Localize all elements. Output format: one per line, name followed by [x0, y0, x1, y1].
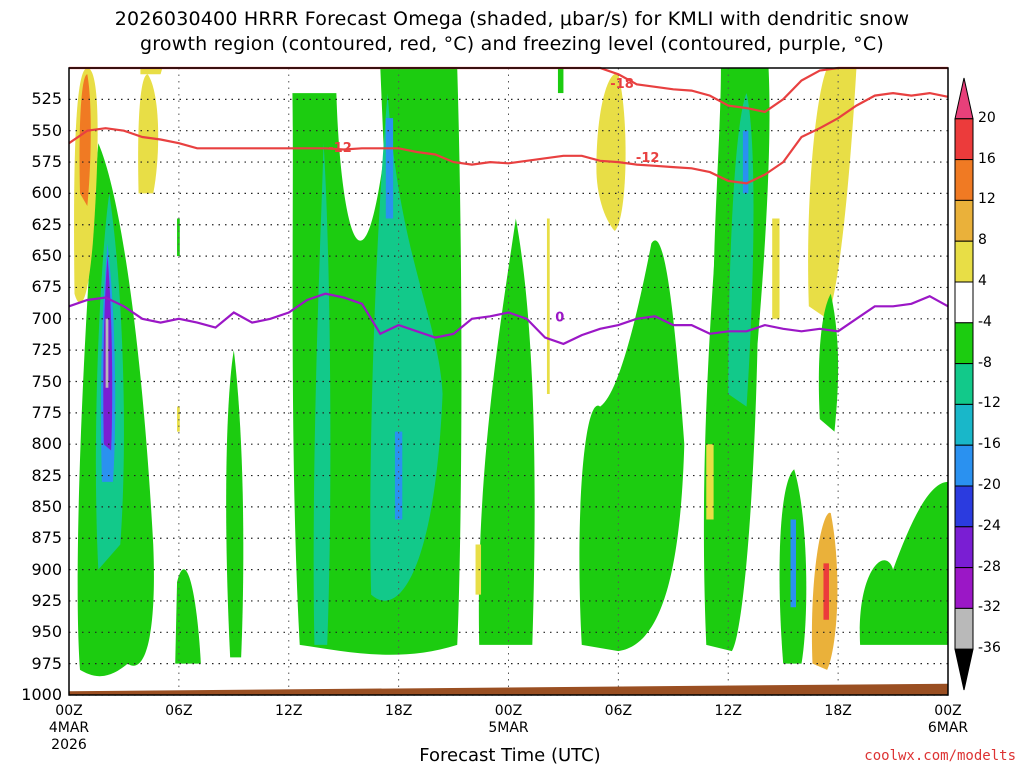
x-tick-date: 4MAR — [48, 720, 90, 736]
y-tick-label: 825 — [31, 465, 62, 485]
colorbar-swatch — [954, 363, 974, 405]
colorbar-label: -32 — [978, 599, 1001, 616]
x-axis-title: Forecast Time (UTC) — [419, 745, 601, 766]
y-tick-label: 925 — [31, 590, 62, 610]
y-tick-label: 625 — [31, 214, 62, 234]
colorbar-label: -8 — [978, 354, 992, 371]
omega-shade-teal-2 — [313, 143, 331, 645]
x-tick-label: 00Z — [494, 703, 523, 719]
colorbar-label: 16 — [978, 150, 996, 167]
colorbar-label: 4 — [978, 273, 987, 289]
colorbar-label: -24 — [978, 517, 1001, 534]
omega-shade-orange-1 — [79, 74, 91, 206]
omega-shade-green-7 — [557, 68, 564, 94]
omega-shade-yellow-3 — [140, 68, 163, 75]
omega-shade-yellow-8 — [706, 444, 714, 520]
colorbar-swatch — [954, 199, 974, 242]
x-tick-label: 18Z — [384, 703, 413, 719]
colorbar-label: 8 — [978, 232, 987, 249]
colorbar-label: -12 — [978, 395, 1001, 412]
omega-shade-blue-3 — [394, 431, 403, 520]
y-tick-label: 1000 — [21, 685, 62, 704]
y-tick-label: 575 — [31, 152, 62, 172]
x-tick-date: 6MAR — [927, 720, 969, 736]
y-tick-label: 875 — [31, 528, 62, 548]
omega-shade-blue-5 — [790, 519, 797, 608]
y-tick-label: 775 — [31, 402, 62, 422]
contour-dendritic--12 — [68, 91, 949, 185]
colorbar-swatch — [954, 607, 974, 650]
y-tick-label: 675 — [31, 277, 62, 297]
omega-shade-yellow-5 — [475, 544, 482, 595]
y-tick-label: 600 — [31, 183, 62, 203]
omega-shade-blue-2 — [385, 118, 394, 219]
chart-title-line1: 2026030400 HRRR Forecast Omega (shaded, … — [114, 8, 910, 30]
colorbar-label: -36 — [978, 640, 1001, 657]
x-tick-label: 06Z — [604, 703, 633, 719]
colorbar-swatch — [954, 567, 974, 609]
colorbar-swatch — [954, 159, 974, 201]
colorbar-swatch — [954, 118, 974, 161]
colorbar-swatch — [954, 485, 974, 528]
omega-shade-yellow-2 — [138, 74, 159, 194]
colorbar-swatch — [954, 281, 974, 324]
y-tick-label: 550 — [31, 120, 62, 140]
y-tick-label: 650 — [31, 246, 62, 266]
x-tick-date: 5MAR — [488, 720, 529, 736]
contour-label: -12 — [636, 151, 660, 166]
omega-shade-green-4 — [226, 350, 244, 658]
contour-freezing-level — [68, 292, 949, 346]
colorbar-label: -28 — [978, 558, 1001, 575]
x-tick-label: 18Z — [824, 703, 852, 719]
omega-shade-green-11 — [818, 293, 839, 432]
x-tick-label: 06Z — [165, 703, 193, 719]
ground-surface — [69, 683, 948, 695]
contour-label: -18 — [610, 77, 634, 92]
y-tick-label: 725 — [31, 340, 62, 360]
omega-shade-teal-3 — [370, 93, 443, 601]
colorbar-label: 12 — [978, 191, 996, 208]
omega-shade-green-3 — [175, 569, 201, 664]
omega-shade-yellow-6 — [546, 218, 550, 395]
colorbar-top-arrow — [954, 77, 974, 120]
colorbar-label: -4 — [978, 313, 992, 330]
y-tick-label: 700 — [31, 308, 62, 328]
x-tick-label: 12Z — [714, 703, 742, 719]
y-tick-label: 900 — [31, 559, 62, 579]
x-tick-label: 00Z — [934, 703, 962, 719]
colorbar-swatch — [954, 240, 974, 283]
y-tick-label: 525 — [31, 89, 62, 109]
contour-label: -12 — [328, 141, 352, 156]
y-tick-label: 950 — [31, 622, 62, 642]
x-tick-label: 00Z — [55, 703, 83, 719]
contour-label: 0 — [555, 310, 564, 325]
colorbar-bottom-arrow — [954, 648, 974, 691]
omega-shade-green-13 — [859, 481, 948, 645]
omega-shade-red-1 — [823, 563, 829, 620]
colorbar-swatch — [954, 526, 974, 569]
chart-title-line2: growth region (contoured, red, °C) and f… — [140, 33, 884, 55]
colorbar-swatch — [954, 403, 974, 446]
omega-shade-yellow-10 — [808, 68, 857, 319]
omega-shade-yellow-9 — [772, 218, 780, 319]
colorbar-label: -16 — [978, 436, 1001, 453]
omega-shade-green-8 — [579, 240, 685, 652]
colorbar-label: -20 — [978, 477, 1001, 493]
colorbar-label: 20 — [978, 109, 996, 126]
y-tick-label: 850 — [31, 496, 62, 516]
plot-frame — [68, 67, 949, 696]
x-tick-year: 2026 — [51, 737, 87, 753]
credit-text: coolwx.com/modelts — [864, 748, 1016, 764]
y-tick-label: 750 — [31, 371, 62, 391]
colorbar-swatch — [954, 322, 974, 365]
colorbar-swatch — [954, 444, 974, 487]
x-tick-label: 12Z — [275, 703, 303, 719]
omega-shade-grey-1 — [105, 318, 109, 388]
y-tick-label: 800 — [31, 434, 62, 454]
y-tick-label: 975 — [31, 653, 62, 673]
